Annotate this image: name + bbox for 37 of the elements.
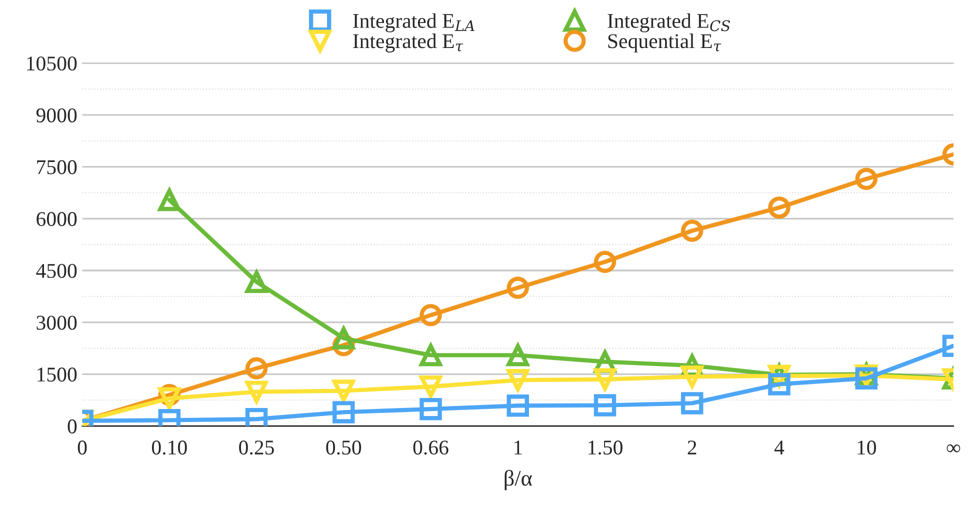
point	[245, 357, 268, 380]
point	[332, 401, 355, 424]
point	[768, 196, 790, 219]
point	[681, 392, 704, 414]
point	[594, 250, 616, 273]
x-axis-title: β/α	[504, 470, 532, 490]
x-tick-label: 10	[858, 440, 876, 455]
y-tick-label: 6000	[36, 212, 77, 226]
x-tick-label: 2	[688, 440, 696, 454]
legend-label: Integrated E$_{CS}$	[608, 13, 730, 32]
y-tick-label: 0	[68, 419, 77, 434]
y-tick-label: 1500	[38, 368, 77, 382]
point	[855, 168, 878, 190]
legend-label: Integrated E$_{τ}$	[353, 34, 464, 52]
x-tick-label: 0.66	[413, 440, 448, 455]
legend-label: Sequential E$_{τ}$	[608, 34, 722, 52]
y-tick-label: 7500	[37, 160, 77, 174]
y-tick-label: 10500	[27, 56, 77, 71]
point	[681, 220, 704, 242]
x-tick-label: 4	[774, 440, 784, 454]
y-tick-label: 9000	[36, 108, 77, 122]
point	[768, 373, 790, 396]
x-tick-label: 0.50	[326, 440, 362, 455]
x-tick-label: ∞	[946, 444, 960, 452]
point	[506, 276, 529, 299]
y-tick-label: 3000	[36, 316, 77, 330]
x-tick-label: 0	[78, 440, 87, 455]
y-tick-label: 4500	[36, 264, 77, 278]
legend-label: Integrated E$_{LA}$	[353, 13, 474, 32]
x-tick-label: 1	[514, 440, 522, 454]
point	[420, 304, 442, 326]
point	[594, 394, 616, 416]
point	[420, 398, 442, 420]
x-tick-label: 0.25	[239, 440, 274, 455]
point	[506, 394, 529, 417]
x-tick-label: 1.50	[588, 440, 622, 455]
x-tick-label: 0.10	[152, 440, 187, 455]
